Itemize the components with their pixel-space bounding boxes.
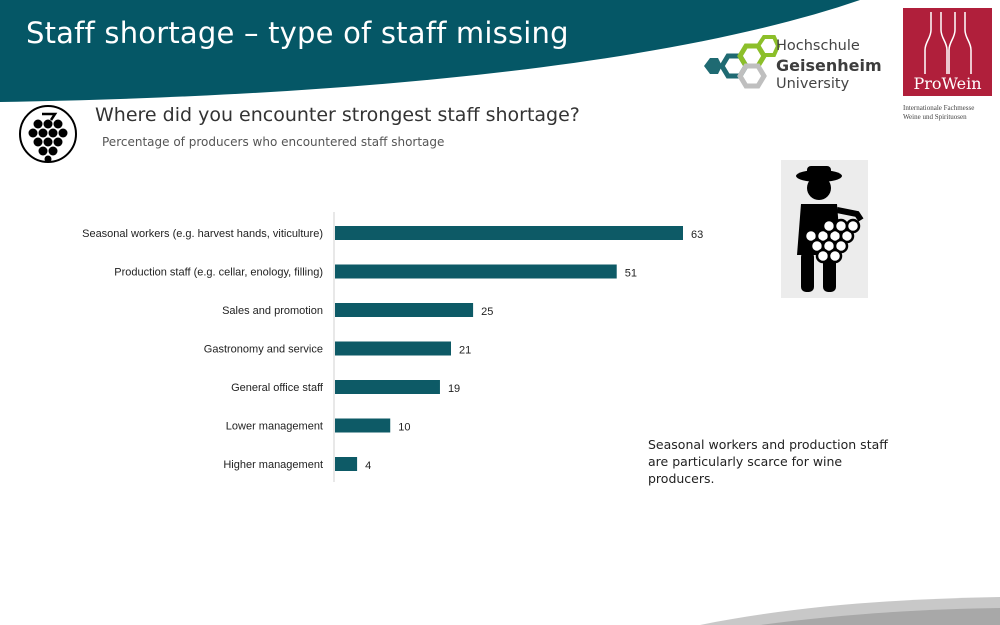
data-label: 19 (448, 383, 460, 395)
key-finding-note: Seasonal workers and production staff ar… (648, 437, 888, 486)
slide-title: Staff shortage – type of staff missing (26, 16, 569, 50)
category-label: Higher management (223, 459, 323, 471)
hgu-line2: Geisenheim (776, 56, 882, 75)
category-label: General office staff (231, 382, 324, 394)
bar (335, 380, 440, 394)
bar-chart: Seasonal workers (e.g. harvest hands, vi… (82, 212, 703, 482)
data-label: 63 (691, 229, 703, 241)
data-label: 10 (398, 422, 410, 434)
footer-swoosh (700, 597, 1000, 625)
bar (335, 264, 617, 279)
question-heading: Where did you encounter strongest staff … (95, 104, 580, 126)
prowein-tagline-1: Internationale Fachmesse (903, 104, 975, 112)
bottles-icon (924, 12, 972, 74)
hgu-line1: Hochschule (776, 38, 860, 54)
bar (335, 303, 474, 317)
bar (335, 457, 358, 471)
chart-subtitle: Percentage of producers who encountered … (102, 135, 445, 149)
bar (335, 226, 683, 240)
hgu-line3: University (776, 76, 850, 92)
bar (335, 418, 391, 433)
category-label: Gastronomy and service (204, 344, 323, 356)
data-label: 25 (481, 306, 493, 318)
category-label: Sales and promotion (222, 305, 323, 317)
data-label: 51 (625, 268, 637, 280)
header-banner (0, 0, 860, 102)
bar (335, 341, 451, 356)
data-label: 4 (365, 460, 371, 472)
prowein-name: ProWein (913, 74, 982, 93)
prowein-tagline: Internationale Fachmesse Weine und Spiri… (903, 104, 1000, 122)
category-label: Production staff (e.g. cellar, enology, … (114, 267, 323, 279)
grape-icon (19, 105, 77, 163)
data-label: 21 (459, 345, 471, 357)
prowein-logo: ProWein (903, 8, 992, 96)
hgu-logo-text: Hochschule Geisenheim University (776, 37, 882, 94)
category-label: Lower management (226, 421, 323, 433)
worker-with-grapes-icon (781, 160, 868, 298)
hgu-logo-icon (704, 35, 781, 89)
prowein-tagline-2: Weine und Spirituosen (903, 113, 967, 121)
category-label: Seasonal workers (e.g. harvest hands, vi… (82, 228, 323, 240)
